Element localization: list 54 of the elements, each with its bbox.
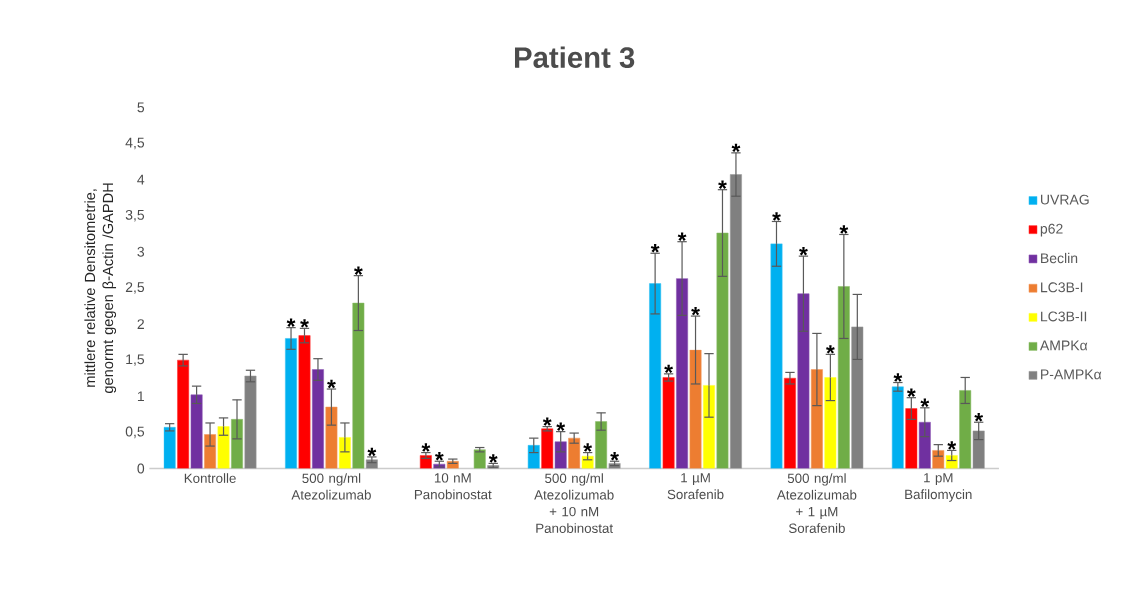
data-label: * — [974, 413, 984, 422]
data-label: * — [731, 143, 741, 153]
data-label: * — [488, 454, 498, 463]
data-label: * — [354, 266, 363, 276]
y-tick-label: 1,5 — [126, 354, 145, 367]
data-label: * — [421, 443, 431, 453]
data-label: * — [434, 452, 444, 461]
y-tick-label: 4 — [137, 175, 145, 185]
data-label: * — [799, 247, 808, 256]
data-label: * — [300, 319, 309, 328]
data-label: * — [556, 422, 566, 432]
y-tick-label: 2 — [137, 319, 144, 330]
legend-label: AMPKα — [1039, 340, 1088, 351]
data-label: * — [583, 443, 593, 453]
x-tick-label: 1 pM Bafilomycin — [905, 473, 972, 503]
data-label: * — [677, 232, 687, 242]
data-label: * — [920, 398, 930, 408]
legend-label: p62 — [1040, 224, 1063, 237]
data-label: * — [839, 225, 849, 234]
data-label: * — [286, 318, 296, 328]
data-label: * — [947, 441, 957, 450]
legend-label: P-AMPKα — [1041, 369, 1102, 380]
y-tick-label: 0,5 — [125, 426, 145, 439]
x-tick-label: 500 ng/ml Atezolizumab + 1 µM Sorafenib — [776, 473, 857, 534]
chart-title: Patient 3 — [514, 46, 635, 69]
y-axis-title: mittlere relative Densitometrie, genormt gegen β-Actin /GAPDH — [84, 183, 117, 394]
x-tick-label: 10 nM Panobinostat — [414, 473, 492, 500]
data-label: * — [691, 307, 700, 316]
data-label: * — [610, 452, 619, 461]
data-label: * — [542, 417, 552, 427]
x-tick-label: 500 ng/ml Atezolizumab + 10 nM Panobinostat — [534, 473, 614, 534]
y-tick-label: 4,5 — [125, 138, 145, 150]
x-tick-label: Kontrolle — [184, 473, 236, 484]
y-tick-label: 2,5 — [125, 282, 145, 294]
legend-label: UVRAG — [1041, 194, 1089, 205]
y-tick-label: 1 — [137, 391, 144, 402]
y-tick-label: 3 — [137, 247, 145, 258]
data-label: * — [718, 180, 727, 190]
x-tick-label: 500 ng/ml Atezolizumab — [291, 473, 371, 500]
legend-label: LC3B-I — [1041, 282, 1083, 293]
data-label: * — [906, 388, 916, 398]
data-label: * — [826, 345, 835, 354]
data-label: * — [772, 212, 781, 221]
y-tick-label: 5 — [137, 102, 145, 113]
x-tick-label: 1 µM Sorafenib — [667, 473, 724, 500]
data-label: * — [664, 364, 673, 374]
data-label: * — [650, 244, 660, 253]
data-label: * — [893, 373, 903, 383]
legend-label: LC3B-II — [1041, 311, 1087, 322]
y-tick-label: 3,5 — [125, 210, 145, 222]
data-label: * — [367, 447, 377, 457]
legend-label: Beclin — [1041, 253, 1078, 264]
data-label: * — [327, 380, 336, 389]
y-tick-label: 0 — [137, 463, 145, 474]
